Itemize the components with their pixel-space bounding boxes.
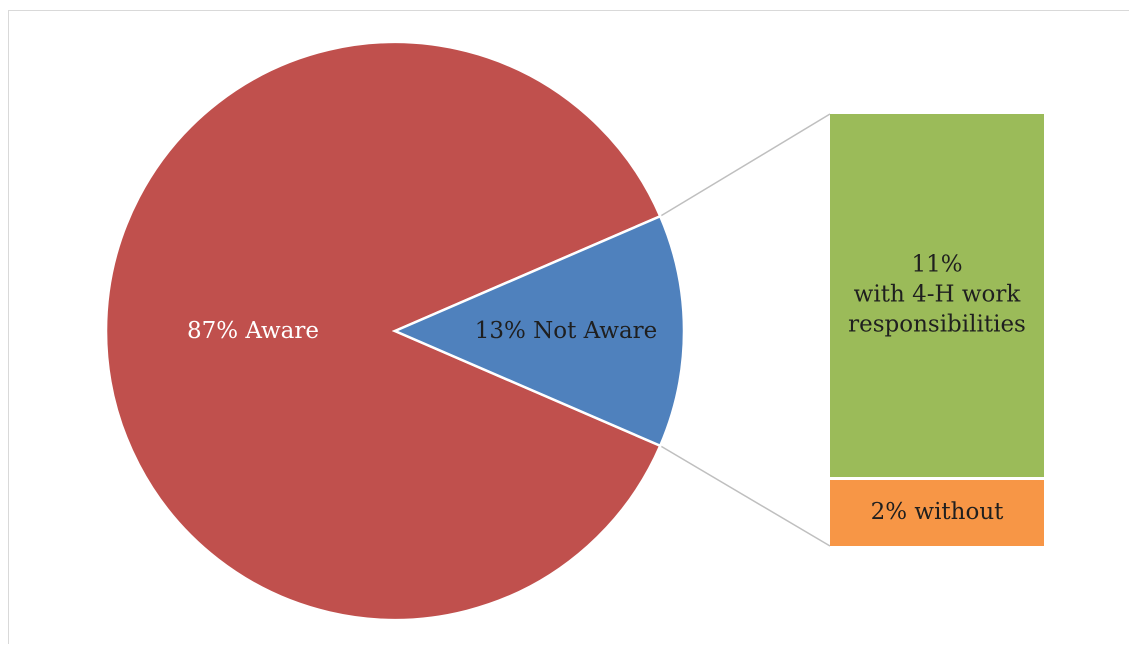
data-label-bar-with-responsibilities-line-1: 11% bbox=[911, 252, 962, 278]
data-label-bar-with-responsibilities-line-2: with 4-H work bbox=[854, 282, 1022, 308]
connector-lines bbox=[659, 113, 831, 547]
data-label-87-aware: 87% Aware bbox=[187, 318, 319, 344]
chart-frame bbox=[8, 10, 1129, 644]
data-labels: 87% Aware 13% Not Aware 11% with 4-H work re… bbox=[187, 252, 1026, 526]
breakdown-bar bbox=[830, 114, 1044, 546]
connector-line-top bbox=[659, 113, 831, 217]
data-label-bar-with-responsibilities-line-3: responsibilities bbox=[848, 312, 1026, 338]
slice-13-not-aware bbox=[391, 214, 686, 448]
bar-segment-with-responsibilities bbox=[830, 114, 1044, 477]
pie bbox=[104, 40, 686, 622]
slice-87-aware bbox=[104, 40, 662, 622]
connector-line-bottom bbox=[659, 445, 831, 547]
data-label-bar-without-line-1: 2% without bbox=[871, 499, 1005, 525]
bar-segment-without bbox=[830, 480, 1044, 546]
data-label-13-not-aware: 13% Not Aware bbox=[475, 318, 658, 344]
